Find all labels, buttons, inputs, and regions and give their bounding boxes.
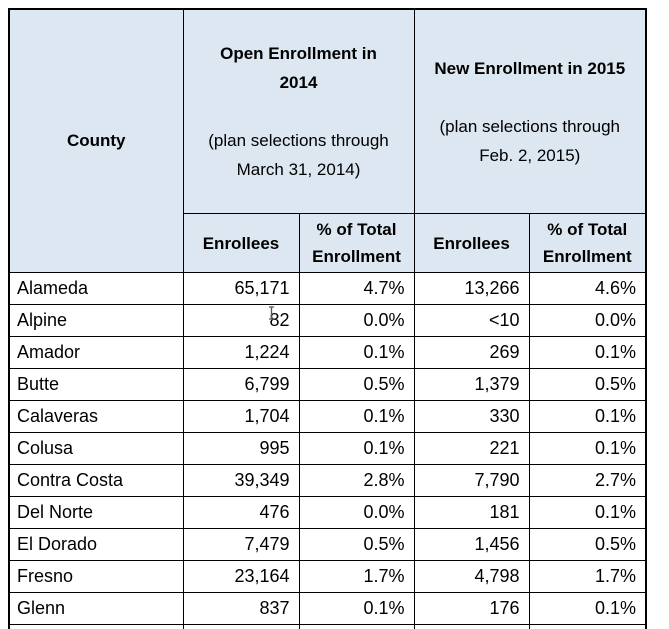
value-cell: 0.1% [298, 400, 415, 433]
value-cell: 39,349 [182, 464, 300, 497]
county-name-cell: Calaveras [8, 400, 184, 433]
table-row: Alpine 82 0.0% <10 0.0% [8, 304, 647, 337]
value-cell: 4,798 [413, 560, 530, 593]
county-enrollment-table: County Open Enrollment in 2014 (plan sel… [8, 8, 648, 629]
value-cell: 1,224 [182, 336, 300, 369]
value-cell: 0.1% [528, 496, 647, 529]
county-name-cell: Glenn [8, 592, 184, 625]
table-row: Glenn 837 0.1% 176 0.1% [8, 592, 647, 625]
county-name-cell: El Dorado [8, 528, 184, 561]
value-cell: 837 [182, 592, 300, 625]
value-cell: 6,799 [182, 368, 300, 401]
value-cell: 1,456 [413, 528, 530, 561]
county-name-cell: Del Norte [8, 496, 184, 529]
value-cell: 0.1% [528, 592, 647, 625]
table-row: Contra Costa 39,349 2.8% 7,790 2.7% [8, 464, 647, 497]
value-cell: 1.7% [298, 560, 415, 593]
value-cell: 0.4% [528, 624, 647, 629]
table-row: Alameda 65,171 4.7% 13,266 4.6% [8, 272, 647, 305]
county-table-body: Alameda 65,171 4.7% 13,266 4.6% Alpine 82 0.0% <… [8, 272, 647, 629]
value-cell: 0.1% [298, 432, 415, 465]
column-header-enrollees-2014: Enrollees [182, 213, 300, 273]
value-cell: 5,679 [182, 624, 300, 629]
table-row: Butte 6,799 0.5% 1,379 0.5% [8, 368, 647, 401]
value-cell: 0.1% [528, 336, 647, 369]
table-row: Colusa 995 0.1% 221 0.1% [8, 432, 647, 465]
value-cell: 0.0% [298, 496, 415, 529]
value-cell: 269 [413, 336, 530, 369]
value-cell: 176 [413, 592, 530, 625]
county-name-cell: Colusa [8, 432, 184, 465]
value-cell: 221 [413, 432, 530, 465]
value-cell: 4.7% [298, 272, 415, 305]
value-cell: 995 [182, 432, 300, 465]
value-cell: 0.1% [528, 400, 647, 433]
value-cell: 0.1% [298, 336, 415, 369]
value-cell: 0.0% [528, 304, 647, 337]
value-cell: 476 [182, 496, 300, 529]
value-cell: 23,164 [182, 560, 300, 593]
value-cell: 0.1% [298, 592, 415, 625]
value-cell: 0.1% [528, 432, 647, 465]
value-cell: 65,171 [182, 272, 300, 305]
table-header: County Open Enrollment in 2014 (plan sel… [8, 8, 647, 273]
value-cell: 82 [182, 304, 300, 337]
value-cell: 181 [413, 496, 530, 529]
group-title-2015: New Enrollment in 2015 [434, 58, 626, 78]
table-row: Del Norte 476 0.0% 181 0.1% [8, 496, 647, 529]
table-row: El Dorado 7,479 0.5% 1,456 0.5% [8, 528, 647, 561]
value-cell: <10 [413, 304, 530, 337]
value-cell: 330 [413, 400, 530, 433]
value-cell: 0.4% [298, 624, 415, 629]
group-title-2014: Open Enrollment in 2014 [220, 44, 377, 92]
table-row: Calaveras 1,704 0.1% 330 0.1% [8, 400, 647, 433]
county-name-cell: Amador [8, 336, 184, 369]
value-cell: 1,055 [413, 624, 530, 629]
county-name-cell: Alameda [8, 272, 184, 305]
value-cell: 13,266 [413, 272, 530, 305]
value-cell: 1,704 [182, 400, 300, 433]
group-header-new-enrollment-2015: New Enrollment in 2015 (plan selections … [413, 8, 647, 214]
value-cell: 7,479 [182, 528, 300, 561]
value-cell: 0.0% [298, 304, 415, 337]
value-cell: 1,379 [413, 368, 530, 401]
table-row: Amador 1,224 0.1% 269 0.1% [8, 336, 647, 369]
county-name-cell: Alpine [8, 304, 184, 337]
value-cell: 0.5% [528, 368, 647, 401]
column-header-pct-total-2014: % of Total Enrollment [298, 213, 415, 273]
group-subtitle-2014: (plan selections through March 31, 2014) [208, 131, 389, 179]
column-header-county: County [8, 8, 184, 273]
county-name-cell: Fresno [8, 560, 184, 593]
column-header-pct-total-2015: % of Total Enrollment [528, 213, 647, 273]
value-cell: 0.5% [298, 528, 415, 561]
county-name-cell: Humboldt [8, 624, 184, 629]
group-header-open-enrollment-2014: Open Enrollment in 2014 (plan selections… [182, 8, 415, 214]
column-header-enrollees-2015: Enrollees [413, 213, 530, 273]
group-subtitle-2015: (plan selections through Feb. 2, 2015) [439, 116, 621, 165]
value-cell: 7,790 [413, 464, 530, 497]
county-name-cell: Contra Costa [8, 464, 184, 497]
value-cell: 2.8% [298, 464, 415, 497]
table-row: Fresno 23,164 1.7% 4,798 1.7% [8, 560, 647, 593]
table-row: Humboldt5,6790.4%1,0550.4% [8, 624, 647, 629]
county-name-cell: Butte [8, 368, 184, 401]
value-cell: 0.5% [528, 528, 647, 561]
value-cell: 4.6% [528, 272, 647, 305]
value-cell: 2.7% [528, 464, 647, 497]
value-cell: 1.7% [528, 560, 647, 593]
value-cell: 0.5% [298, 368, 415, 401]
